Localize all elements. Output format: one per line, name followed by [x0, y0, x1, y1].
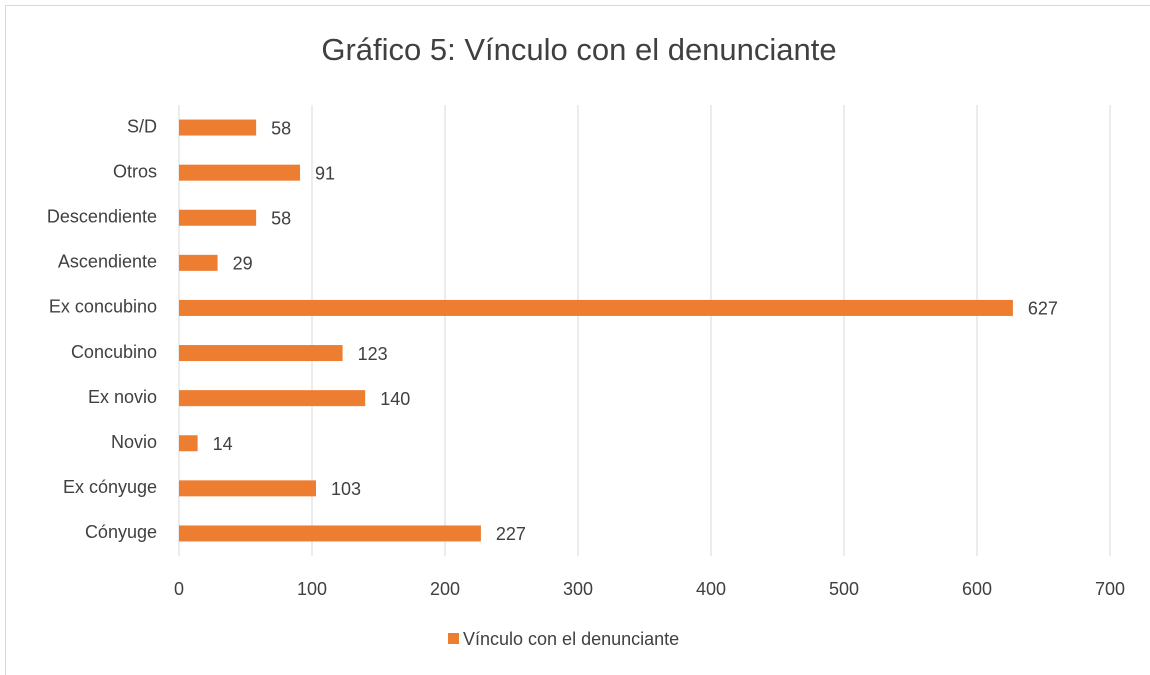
- data-label: 14: [213, 434, 233, 454]
- x-tick-label: 700: [1095, 579, 1125, 599]
- x-tick-label: 400: [696, 579, 726, 599]
- data-label: 29: [233, 254, 253, 274]
- x-tick-label: 100: [297, 579, 327, 599]
- bar: [179, 254, 218, 271]
- data-label: 140: [380, 389, 410, 409]
- y-tick-label: Concubino: [71, 342, 157, 362]
- data-label: 103: [331, 479, 361, 499]
- x-tick-label: 500: [829, 579, 859, 599]
- x-tick-label: 300: [563, 579, 593, 599]
- bar: [179, 299, 1013, 316]
- bar: [179, 435, 198, 452]
- bar: [179, 164, 301, 181]
- y-tick-label: Ex cónyuge: [63, 477, 157, 497]
- y-tick-label: Novio: [111, 432, 157, 452]
- legend-swatch: [448, 633, 459, 644]
- bar: [179, 480, 316, 497]
- data-label: 58: [271, 118, 291, 138]
- data-label: 627: [1028, 299, 1058, 319]
- bar: [179, 345, 343, 362]
- x-tick-label: 600: [962, 579, 992, 599]
- bar: [179, 390, 366, 407]
- y-tick-label: Cónyuge: [85, 522, 157, 542]
- x-tick-label: 0: [174, 579, 184, 599]
- y-tick-label: S/D: [127, 116, 157, 136]
- y-tick-label: Ascendiente: [58, 252, 157, 272]
- bar: [179, 525, 481, 542]
- data-label: 91: [315, 163, 335, 183]
- data-label: 227: [496, 524, 526, 544]
- data-label: 123: [358, 344, 388, 364]
- y-tick-label: Ex concubino: [49, 297, 157, 317]
- bar: [179, 119, 257, 136]
- chart-title: Gráfico 5: Vínculo con el denunciante: [321, 32, 836, 67]
- y-tick-label: Otros: [113, 161, 157, 181]
- y-tick-label: Ex novio: [88, 387, 157, 407]
- x-tick-label: 200: [430, 579, 460, 599]
- bar: [179, 209, 257, 226]
- y-tick-label: Descendiente: [47, 207, 157, 227]
- legend-label: Vínculo con el denunciante: [463, 629, 679, 649]
- data-label: 58: [271, 209, 291, 229]
